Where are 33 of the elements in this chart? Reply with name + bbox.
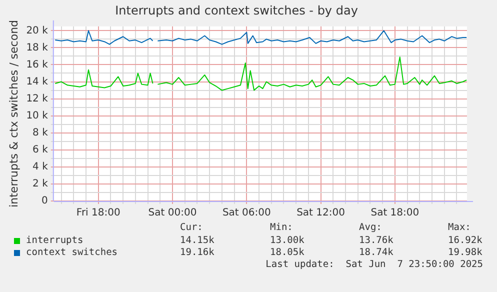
y-tick-label: 12 k xyxy=(26,93,48,104)
y-axis-title: interrupts & ctx switches / second xyxy=(7,20,20,208)
y-tick-label: 0 xyxy=(42,196,48,207)
y-tick-label: 6 k xyxy=(32,144,48,156)
text: Min: xyxy=(270,222,293,233)
legend-label: interrupts xyxy=(26,235,84,246)
text: 19.98k xyxy=(448,247,482,258)
x-tick-label: Fri 18:00 xyxy=(76,208,120,219)
text: Max: xyxy=(448,222,471,233)
x-tick-label: Sat 06:00 xyxy=(222,208,271,219)
y-tick-label: 20 k xyxy=(26,25,48,36)
y-tick-label: 8 k xyxy=(32,127,48,138)
text: Cur: xyxy=(180,222,203,233)
text: 16.92k xyxy=(448,235,482,246)
text: 13.00k xyxy=(270,235,304,246)
y-tick-label: 16 k xyxy=(26,59,48,70)
y-tick-label: 10 k xyxy=(26,110,48,122)
legend-label: context switches xyxy=(26,247,118,258)
x-tick-label: Sat 00:00 xyxy=(148,208,197,219)
y-tick-label: 4 k xyxy=(32,162,48,173)
y-tick-label: 14 k xyxy=(26,76,48,88)
text: 18.05k xyxy=(270,247,304,258)
chart-title: Interrupts and context switches - by day xyxy=(115,3,358,18)
text: 14.15k xyxy=(180,235,214,246)
text: 13.76k xyxy=(359,235,394,246)
text: 18.74k xyxy=(359,247,394,258)
text: Avg: xyxy=(359,222,382,233)
text: 19.16k xyxy=(180,247,214,258)
y-tick-label: 2 k xyxy=(32,178,48,190)
text: Last update: Sat Jun 7 23:50:00 2025 xyxy=(266,259,483,270)
x-tick-label: Sat 18:00 xyxy=(370,208,420,219)
x-tick-label: Sat 12:00 xyxy=(296,208,345,219)
y-tick-label: 18 k xyxy=(26,42,48,54)
